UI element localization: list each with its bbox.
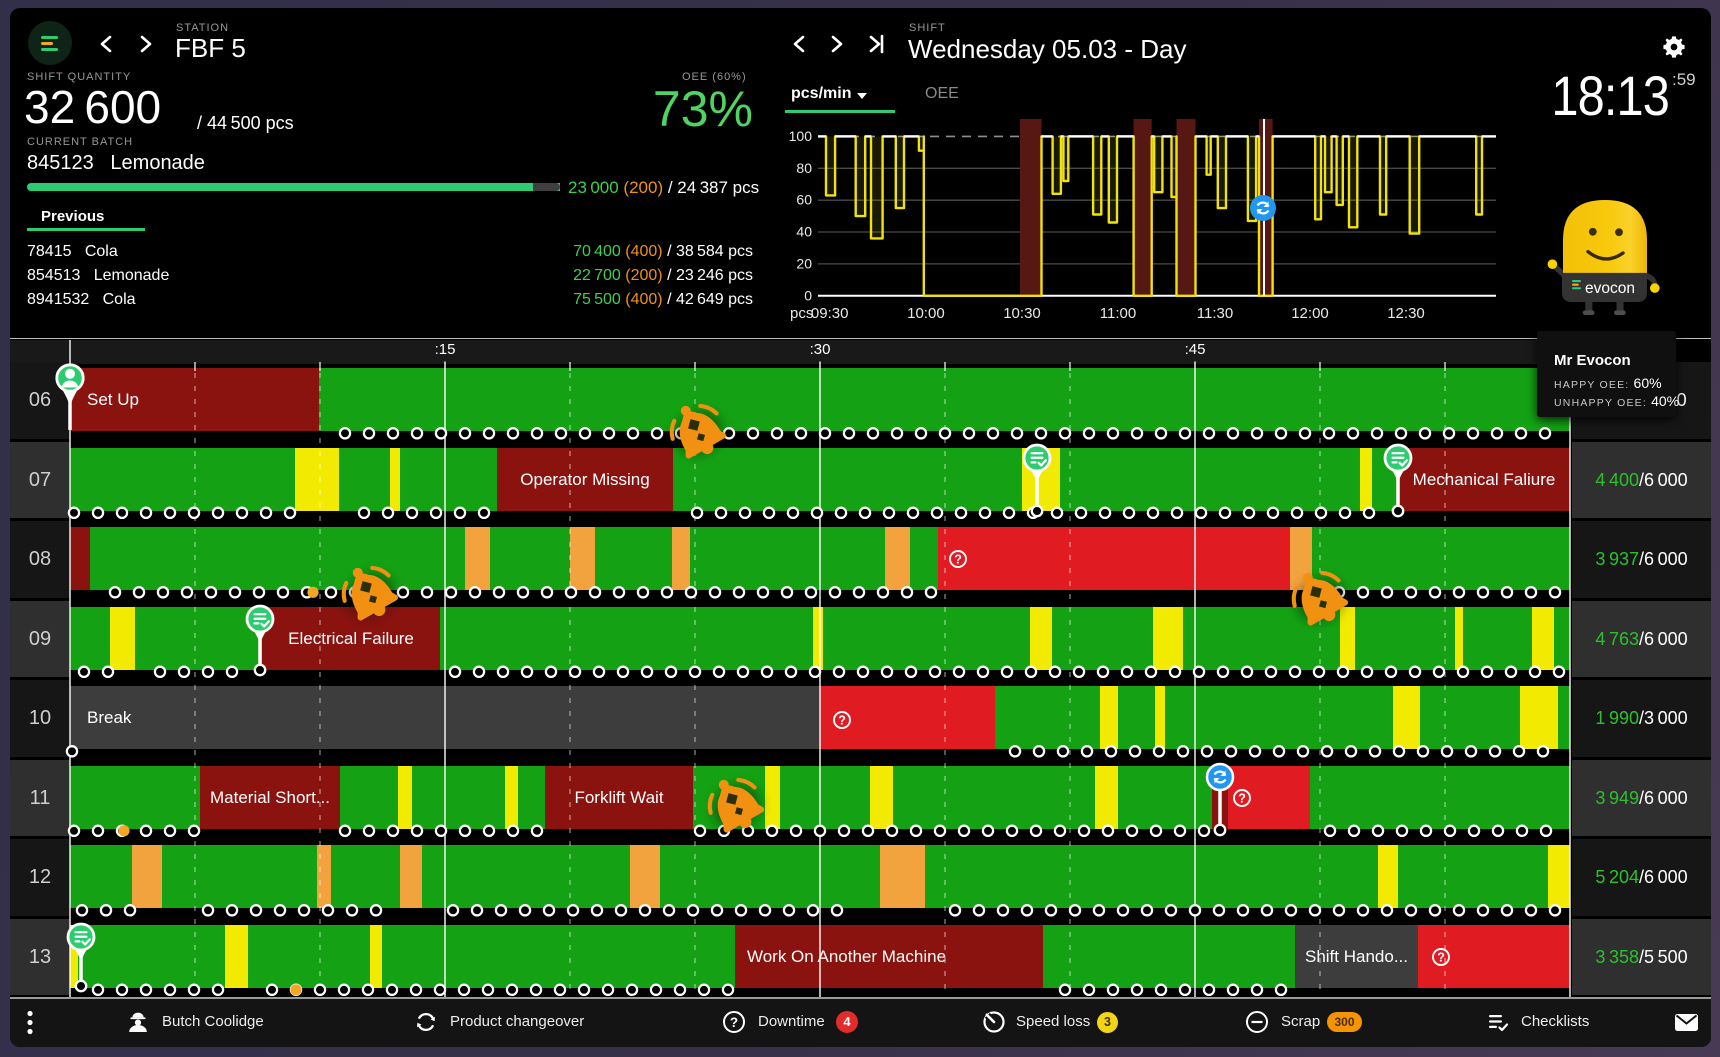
- svg-text:80: 80: [796, 160, 812, 176]
- svg-text:evocon: evocon: [1585, 280, 1635, 297]
- svg-text:11:30: 11:30: [1197, 305, 1233, 322]
- svg-text:?: ?: [838, 714, 846, 728]
- svg-text:20: 20: [796, 255, 812, 271]
- svg-text:40: 40: [796, 224, 812, 240]
- svg-text:?: ?: [730, 1015, 738, 1030]
- svg-text:0: 0: [804, 287, 812, 303]
- svg-text:12:30: 12:30: [1387, 305, 1425, 322]
- svg-text:12:00: 12:00: [1291, 305, 1329, 322]
- svg-text:?: ?: [1437, 951, 1445, 965]
- svg-text:09:30: 09:30: [811, 305, 849, 322]
- svg-text:pcs: pcs: [790, 305, 813, 322]
- svg-text:60: 60: [796, 192, 812, 208]
- svg-text:?: ?: [1238, 792, 1246, 806]
- svg-text:100: 100: [789, 128, 813, 144]
- svg-text:11:00: 11:00: [1100, 305, 1136, 322]
- svg-text:10:00: 10:00: [907, 305, 945, 322]
- svg-text:?: ?: [954, 553, 962, 567]
- svg-text:10:30: 10:30: [1003, 305, 1041, 322]
